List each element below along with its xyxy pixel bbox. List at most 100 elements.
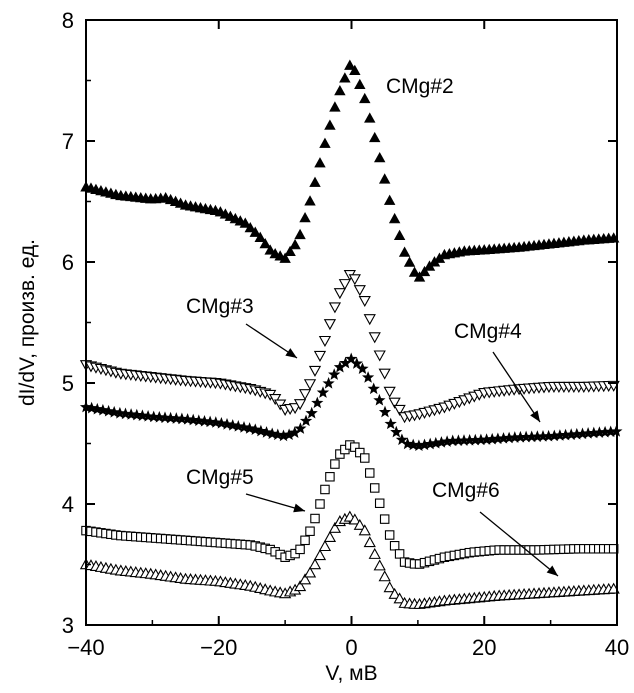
data-point <box>298 389 312 401</box>
data-point <box>175 412 188 425</box>
data-point <box>141 409 155 422</box>
data-point <box>308 558 322 570</box>
x-tick-label: 0 <box>345 635 357 660</box>
data-point <box>403 256 416 267</box>
data-point <box>239 217 252 228</box>
data-point <box>192 414 206 426</box>
data-point <box>300 535 310 546</box>
data-point <box>269 394 282 406</box>
data-point <box>367 382 380 395</box>
data-point <box>344 59 356 70</box>
y-tick-label: 6 <box>62 250 74 275</box>
data-point <box>328 521 342 533</box>
data-point <box>393 592 406 604</box>
data-point <box>363 314 376 326</box>
data-point <box>313 350 327 362</box>
data-point <box>338 279 351 291</box>
data-point <box>334 84 346 96</box>
data-point <box>91 402 104 415</box>
data-point <box>344 352 358 365</box>
data-point <box>311 396 324 409</box>
data-point <box>315 499 325 509</box>
data-point <box>295 544 305 555</box>
data-point <box>369 131 381 143</box>
data-point <box>220 417 234 430</box>
data-point <box>266 427 279 440</box>
data-point <box>322 376 335 389</box>
data-point <box>349 64 361 75</box>
axes: −40 −20 0 20 40 3 4 5 6 7 8 <box>62 8 629 660</box>
data-point <box>358 296 371 308</box>
data-point <box>299 212 311 223</box>
annotation-label: CMg#4 <box>454 320 522 343</box>
annotation-label: CMg#3 <box>186 295 254 318</box>
data-point <box>354 78 366 90</box>
data-point <box>383 581 396 593</box>
data-point <box>271 428 284 441</box>
data-point <box>353 285 366 297</box>
data-point <box>304 195 316 206</box>
data-point <box>368 547 381 559</box>
data-point <box>363 536 376 548</box>
arrow-head <box>530 410 540 422</box>
data-point <box>318 540 332 552</box>
y-axis-title: dI/dV, произв. ед. <box>16 239 39 406</box>
data-point <box>305 526 315 536</box>
data-point <box>362 371 375 383</box>
data-point <box>383 194 396 205</box>
data-point <box>333 288 347 300</box>
series-CMg#6 <box>79 510 620 609</box>
x-axis-title: V, мВ <box>325 662 377 685</box>
data-point <box>293 580 307 592</box>
data-point <box>348 513 361 525</box>
data-point <box>359 92 371 104</box>
data-point <box>329 101 341 112</box>
data-point <box>215 416 228 429</box>
data-point <box>369 483 380 493</box>
data-marks <box>79 59 623 609</box>
data-point <box>389 540 400 551</box>
data-point <box>408 266 421 277</box>
data-point <box>259 238 271 249</box>
arrow-head <box>546 565 558 576</box>
data-point <box>388 587 401 599</box>
data-point <box>350 357 363 369</box>
data-point <box>293 399 307 411</box>
data-point <box>125 408 138 420</box>
x-tick-label: 20 <box>472 635 496 660</box>
data-point <box>330 459 340 469</box>
data-point <box>323 530 337 542</box>
data-point <box>350 442 360 452</box>
data-point <box>284 245 296 257</box>
data-point <box>378 405 392 418</box>
data-point <box>328 302 342 314</box>
data-point <box>373 350 386 362</box>
data-point <box>365 468 375 478</box>
data-point <box>305 406 318 419</box>
data-point <box>388 397 401 409</box>
data-point <box>318 335 332 347</box>
data-point <box>274 399 287 411</box>
data-point <box>384 530 395 540</box>
data-point <box>85 401 98 414</box>
arrow-head <box>285 348 297 358</box>
data-point <box>388 212 401 224</box>
series-CMg#3 <box>79 269 620 424</box>
data-point <box>254 231 266 242</box>
data-point <box>373 559 386 571</box>
data-point <box>413 271 426 282</box>
annotation-label: CMg#5 <box>186 466 254 489</box>
data-point <box>308 365 322 377</box>
data-point <box>187 413 200 426</box>
data-point <box>113 406 126 419</box>
data-point <box>279 252 291 263</box>
x-tick-label: −40 <box>67 635 104 660</box>
y-tick-label: 7 <box>62 129 74 154</box>
data-point <box>320 484 330 495</box>
data-point <box>316 386 330 398</box>
data-point <box>299 414 313 427</box>
x-tick-label: −20 <box>200 635 237 660</box>
data-point <box>244 221 256 233</box>
data-point <box>323 319 337 331</box>
data-point <box>288 403 302 415</box>
